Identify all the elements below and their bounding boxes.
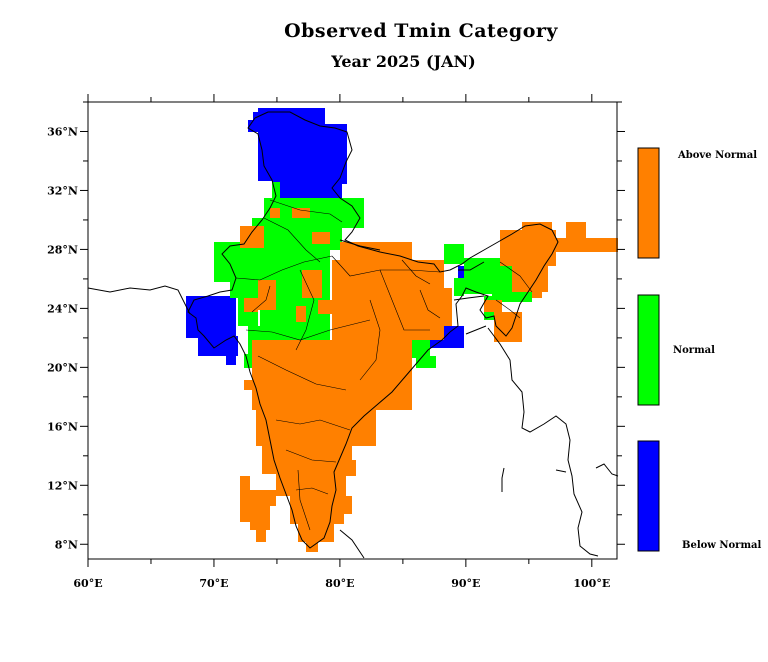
country-boundaries — [87, 111, 619, 559]
map-frame — [87, 101, 618, 560]
legend-swatch-normal — [637, 294, 660, 406]
legend-swatch-below-normal — [637, 440, 660, 552]
legend-label-normal: Normal — [673, 345, 715, 356]
legend-swatch-above-normal — [637, 147, 660, 259]
legend-label-below-normal: Below Normal — [682, 540, 762, 551]
latitude-tick-label: 8°N — [55, 538, 78, 551]
category-grid-cells — [186, 108, 618, 552]
latitude-tick-label: 12°N — [47, 479, 78, 492]
longitude-tick-label: 100°E — [573, 577, 610, 590]
longitude-tick-labels: 60°E 70°E 80°E 90°E 100°E — [73, 577, 610, 590]
latitude-tick-label: 20°N — [47, 361, 78, 374]
longitude-tick-label: 80°E — [325, 577, 354, 590]
latitude-tick-label: 24°N — [47, 302, 78, 315]
frame-ticks — [80, 94, 625, 567]
longitude-tick-label: 60°E — [73, 577, 102, 590]
latitude-tick-label: 28°N — [47, 243, 78, 256]
legend-label-above-normal: Above Normal — [677, 150, 757, 161]
latitude-tick-label: 36°N — [47, 125, 78, 138]
latitude-tick-label: 16°N — [47, 420, 78, 433]
map-title: Observed Tmin Category — [284, 20, 558, 42]
map-subtitle: Year 2025 (JAN) — [331, 52, 476, 71]
latitude-tick-label: 32°N — [47, 184, 78, 197]
state-boundaries — [235, 199, 533, 531]
longitude-tick-label: 90°E — [451, 577, 480, 590]
longitude-tick-label: 70°E — [199, 577, 228, 590]
latitude-tick-labels: 8°N 12°N 16°N 20°N 24°N 28°N 32°N 36°N — [47, 125, 78, 551]
legend: Above Normal Normal Below Normal — [637, 147, 762, 552]
